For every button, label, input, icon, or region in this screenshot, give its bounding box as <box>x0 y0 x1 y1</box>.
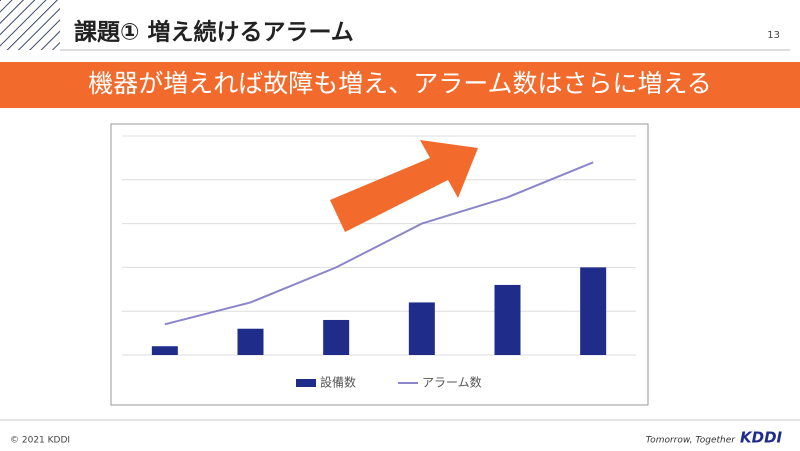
tagline: Tomorrow, Together <box>646 436 736 446</box>
bar <box>237 328 264 355</box>
chart-frame <box>110 123 649 406</box>
plot: 設備数 アラーム数 <box>122 135 636 390</box>
logo: KDDI <box>740 429 783 447</box>
bar <box>408 302 435 355</box>
bar <box>323 319 350 355</box>
copyright: © 2021 KDDI <box>10 436 70 446</box>
slide-title: 課題① 増え続けるアラーム <box>74 19 354 46</box>
line <box>164 161 594 326</box>
page-number: 13 <box>767 30 780 41</box>
legend-label: アラーム数 <box>422 375 482 390</box>
legend-label: 設備数 <box>320 375 356 390</box>
trend-arrow <box>330 140 478 232</box>
header-hatch <box>0 0 60 50</box>
bar <box>151 346 178 355</box>
bar <box>494 284 521 355</box>
bar <box>580 267 607 355</box>
banner <box>0 62 800 108</box>
banner-text: 機器が増えれば故障も増え、アラーム数はさらに増える <box>88 69 712 98</box>
legend-swatch <box>296 379 316 387</box>
